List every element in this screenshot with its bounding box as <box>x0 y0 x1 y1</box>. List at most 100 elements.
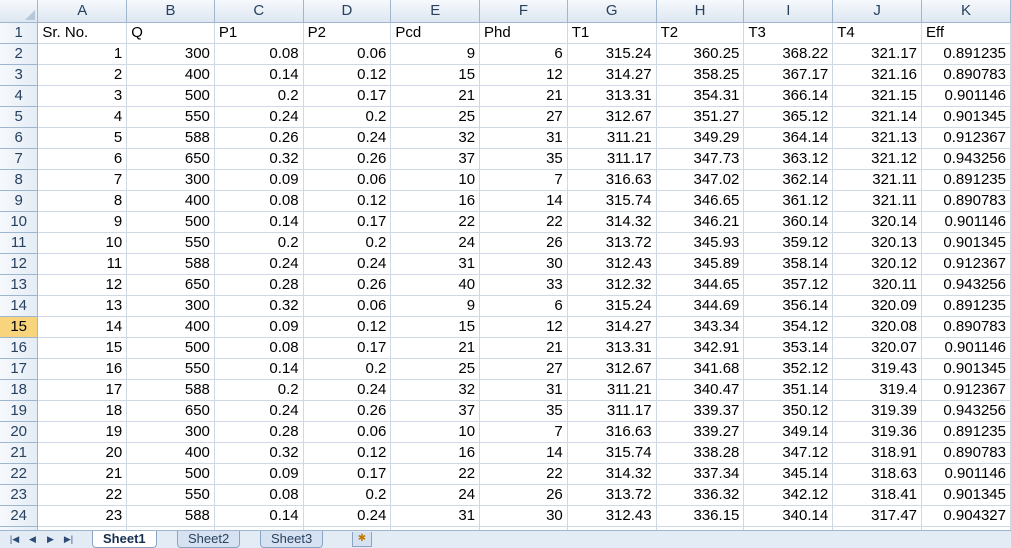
data-cell[interactable]: 352.12 <box>743 358 834 380</box>
data-cell[interactable]: 0.26 <box>303 400 392 422</box>
data-cell[interactable]: 0.912367 <box>921 253 1011 275</box>
data-cell[interactable]: 0.26 <box>214 127 304 149</box>
data-cell[interactable]: 588 <box>126 127 215 149</box>
data-cell[interactable]: 33 <box>479 526 568 530</box>
data-cell[interactable]: 8 <box>37 190 128 212</box>
row-header[interactable]: 21 <box>0 442 39 464</box>
data-cell[interactable]: 0.24 <box>303 379 392 401</box>
row-header[interactable]: 13 <box>0 274 39 296</box>
data-cell[interactable]: 321.14 <box>832 106 923 128</box>
data-cell[interactable]: 317.22 <box>832 526 923 530</box>
data-cell[interactable]: 364.14 <box>743 127 834 149</box>
header-cell[interactable]: Eff <box>921 22 1011 44</box>
data-cell[interactable]: 31 <box>390 253 481 275</box>
data-cell[interactable]: 0.26 <box>303 274 392 296</box>
data-cell[interactable]: 14 <box>479 442 568 464</box>
data-cell[interactable]: 11 <box>37 253 128 275</box>
data-cell[interactable]: 312.32 <box>567 274 657 296</box>
row-header[interactable]: 24 <box>0 505 39 527</box>
data-cell[interactable]: 365.12 <box>743 106 834 128</box>
data-cell[interactable]: 22 <box>37 484 128 506</box>
data-cell[interactable]: 0.2 <box>214 232 304 254</box>
data-cell[interactable]: 345.93 <box>656 232 745 254</box>
data-cell[interactable]: 40 <box>390 274 481 296</box>
data-cell[interactable]: 0.891235 <box>921 295 1011 317</box>
data-cell[interactable]: 588 <box>126 505 215 527</box>
data-cell[interactable]: 318.91 <box>832 442 923 464</box>
data-cell[interactable]: 358.14 <box>743 253 834 275</box>
row-header[interactable]: 12 <box>0 253 39 275</box>
row-header[interactable]: 3 <box>0 64 39 86</box>
data-cell[interactable]: 650 <box>126 400 215 422</box>
data-cell[interactable]: 0.12 <box>303 64 392 86</box>
data-cell[interactable]: 6 <box>479 295 568 317</box>
data-cell[interactable]: 345.14 <box>743 463 834 485</box>
data-cell[interactable]: 0.08 <box>214 43 304 65</box>
last-sheet-icon[interactable]: ▶| <box>63 534 74 544</box>
data-cell[interactable]: 0.904327 <box>921 505 1011 527</box>
data-cell[interactable]: 37 <box>390 400 481 422</box>
row-header[interactable]: 10 <box>0 211 39 233</box>
data-cell[interactable]: 5 <box>37 127 128 149</box>
data-cell[interactable]: 31 <box>479 379 568 401</box>
data-cell[interactable]: 550 <box>126 106 215 128</box>
column-header-g[interactable]: G <box>567 0 657 23</box>
data-cell[interactable]: 21 <box>479 337 568 359</box>
data-cell[interactable]: 319.43 <box>832 358 923 380</box>
data-cell[interactable]: 0.17 <box>303 85 392 107</box>
data-cell[interactable]: 0.943256 <box>921 400 1011 422</box>
column-header-j[interactable]: J <box>832 0 923 23</box>
column-header-a[interactable]: A <box>37 0 128 23</box>
data-cell[interactable]: 14 <box>37 316 128 338</box>
data-cell[interactable]: 21 <box>390 337 481 359</box>
data-cell[interactable]: 22 <box>479 211 568 233</box>
data-cell[interactable]: 0.14 <box>214 505 304 527</box>
data-cell[interactable]: 0.14 <box>214 64 304 86</box>
data-cell[interactable]: 0.24 <box>214 400 304 422</box>
data-cell[interactable]: 0.891235 <box>921 421 1011 443</box>
data-cell[interactable]: 316.63 <box>567 169 657 191</box>
prev-sheet-icon[interactable]: ◀ <box>29 534 36 544</box>
header-cell[interactable]: P1 <box>214 22 304 44</box>
data-cell[interactable]: 321.17 <box>832 43 923 65</box>
data-cell[interactable]: 16 <box>37 358 128 380</box>
data-cell[interactable]: 0.901345 <box>921 232 1011 254</box>
data-cell[interactable]: 0.24 <box>214 106 304 128</box>
data-cell[interactable]: 340.14 <box>743 505 834 527</box>
data-cell[interactable]: 400 <box>126 442 215 464</box>
data-cell[interactable]: 0.24 <box>303 505 392 527</box>
data-cell[interactable]: 321.11 <box>832 190 923 212</box>
data-cell[interactable]: 320.12 <box>832 253 923 275</box>
data-cell[interactable]: 351.14 <box>743 379 834 401</box>
data-cell[interactable]: 33 <box>479 274 568 296</box>
data-cell[interactable]: 311.17 <box>567 400 657 422</box>
data-cell[interactable]: 311.21 <box>567 127 657 149</box>
data-cell[interactable]: 0.06 <box>303 295 392 317</box>
data-cell[interactable]: 3 <box>37 85 128 107</box>
data-cell[interactable]: 0.28 <box>214 421 304 443</box>
data-cell[interactable]: 0.26 <box>303 148 392 170</box>
data-cell[interactable]: 400 <box>126 64 215 86</box>
data-cell[interactable]: 349.14 <box>743 421 834 443</box>
data-cell[interactable]: 23 <box>37 505 128 527</box>
data-cell[interactable]: 12 <box>479 64 568 86</box>
data-cell[interactable]: 15 <box>390 64 481 86</box>
column-header-e[interactable]: E <box>390 0 481 23</box>
data-cell[interactable]: 550 <box>126 232 215 254</box>
data-cell[interactable]: 21 <box>390 85 481 107</box>
data-cell[interactable]: 311.21 <box>567 379 657 401</box>
data-cell[interactable]: 346.65 <box>656 190 745 212</box>
data-cell[interactable]: 336.32 <box>656 484 745 506</box>
data-cell[interactable]: 0.890783 <box>921 316 1011 338</box>
column-header-d[interactable]: D <box>303 0 392 23</box>
data-cell[interactable]: 40 <box>390 526 481 530</box>
row-header[interactable]: 16 <box>0 337 39 359</box>
data-cell[interactable]: 0.2 <box>303 358 392 380</box>
data-cell[interactable]: 0.2 <box>303 106 392 128</box>
data-cell[interactable]: 315.24 <box>567 43 657 65</box>
insert-sheet-icon[interactable]: ✱ <box>352 532 372 547</box>
data-cell[interactable]: 340.47 <box>656 379 745 401</box>
data-cell[interactable]: 1 <box>37 43 128 65</box>
data-cell[interactable]: 0.2 <box>214 379 304 401</box>
data-cell[interactable]: 367.17 <box>743 64 834 86</box>
